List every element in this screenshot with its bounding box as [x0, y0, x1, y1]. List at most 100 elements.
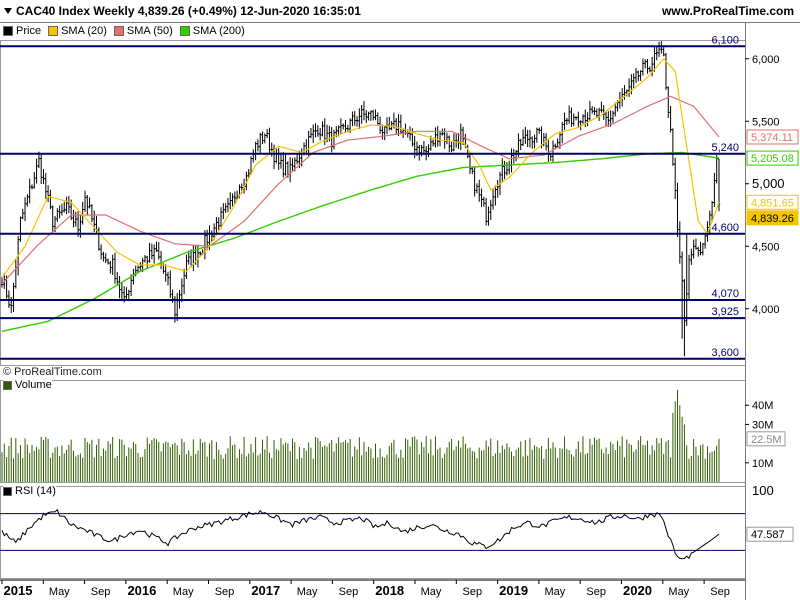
price-value-tag-box: [746, 150, 799, 166]
legend-sma200-label: SMA (200): [192, 25, 245, 37]
price-bar: [143, 254, 147, 263]
price-bar: [692, 239, 695, 259]
price-bar: [26, 194, 29, 207]
volume-panel-label[interactable]: Volume: [3, 379, 52, 391]
price-bar: [565, 117, 569, 125]
level-label: 3,600: [711, 347, 739, 359]
price-bar: [542, 133, 545, 147]
legend-price[interactable]: Price: [3, 25, 41, 37]
price-bar: [291, 158, 294, 172]
sma20-swatch-icon: [48, 26, 59, 36]
price-bar: [468, 154, 472, 174]
price-value-tag: 5,205.08: [746, 150, 799, 166]
price-bar: [706, 221, 709, 242]
price-bar: [49, 189, 52, 210]
legend-sma20[interactable]: SMA (20): [48, 25, 107, 37]
chevron-down-icon[interactable]: [4, 8, 12, 14]
price-bar: [600, 101, 603, 113]
legend-sma200[interactable]: SMA (200): [179, 25, 245, 37]
price-bar: [148, 242, 151, 263]
rsi-value-tag-box: [746, 526, 794, 542]
price-value-tag-box: [746, 194, 799, 210]
volume-label: Volume: [15, 379, 52, 391]
sma50-swatch-icon: [113, 26, 124, 36]
price-bar: [159, 250, 163, 270]
x-tick-label: May: [421, 586, 442, 598]
price-bar: [632, 73, 635, 88]
price-bar: [503, 160, 506, 180]
price-bar: [607, 111, 610, 127]
price-bar: [358, 108, 361, 130]
price-bar: [265, 129, 269, 139]
rsi-panel-label[interactable]: RSI (14): [3, 485, 56, 497]
price-bar: [212, 223, 216, 241]
price-bar: [86, 195, 89, 216]
price-bar: [245, 171, 248, 191]
price-bar: [116, 272, 119, 287]
axes-layer: 6,000 5,500 5,000 4,500 4,000 5,374.11 5,205.0…: [0, 54, 799, 598]
rsi-swatch-icon: [3, 486, 12, 496]
price-bar: [526, 129, 529, 148]
price-bar: [362, 101, 366, 121]
price-bar: [321, 121, 324, 137]
price-bar: [452, 133, 456, 152]
volume-tick-label: 10M: [752, 458, 773, 470]
price-bar: [653, 46, 656, 72]
price-bar: [113, 252, 117, 284]
price-bar: [217, 217, 220, 230]
price-bar: [56, 208, 59, 222]
price-bar: [104, 253, 107, 264]
x-tick-label: Sep: [215, 586, 235, 598]
price-bar: [491, 189, 495, 210]
price-bar: [581, 114, 585, 124]
x-tick-label: Sep: [463, 586, 483, 598]
price-bar: [219, 207, 223, 229]
price-bar: [180, 278, 184, 303]
price-bar: [676, 182, 679, 238]
price-bar: [533, 134, 536, 149]
price-bar: [694, 238, 698, 250]
price-bar: [233, 191, 237, 205]
price-bar: [231, 193, 234, 207]
price-value-tag-label: 4,851.65: [751, 197, 794, 209]
rsi-panel: [0, 508, 745, 560]
x-tick-label: 2017: [251, 583, 280, 598]
price-bar: [554, 143, 557, 149]
price-tick-label: 4,500: [752, 241, 780, 253]
legend-sma50[interactable]: SMA (50): [113, 25, 173, 37]
price-bar: [284, 154, 287, 176]
price-bar: [351, 111, 354, 127]
price-bar: [155, 241, 158, 252]
price-bar: [176, 293, 179, 322]
volume-value-tag: 22.5M: [746, 431, 786, 447]
price-bar: [330, 126, 333, 153]
price-bar: [431, 139, 435, 147]
price-bar: [715, 154, 718, 184]
price-bar: [514, 150, 518, 162]
x-tick-label: Sep: [586, 586, 606, 598]
price-bar: [597, 107, 601, 121]
header-title-group[interactable]: CAC40 Index Weekly 4,839.26 (+0.49%) 12-…: [4, 4, 361, 18]
level-label: 4,600: [711, 222, 739, 234]
price-value-tag-box: [746, 129, 799, 145]
price-bar: [39, 154, 43, 184]
price-bar: [74, 211, 77, 227]
price-bar: [51, 205, 54, 233]
x-tick-label: 2019: [499, 583, 528, 598]
x-tick-label: May: [668, 586, 689, 598]
price-bar: [277, 148, 280, 170]
price-bar: [187, 250, 190, 265]
price-bar: [395, 118, 398, 135]
price-bar: [570, 107, 573, 127]
grid-layer: [0, 22, 746, 600]
price-bar: [441, 128, 444, 136]
volume-bars: [1, 389, 720, 482]
price-bar: [275, 147, 278, 164]
rsi-value-tag-label: 47.587: [751, 529, 785, 541]
price-bar: [561, 121, 564, 144]
price-bar: [496, 179, 499, 198]
legend-sma50-label: SMA (50): [126, 25, 173, 37]
price-value-tag-label: 5,205.08: [751, 153, 794, 165]
price-bar: [475, 183, 479, 194]
